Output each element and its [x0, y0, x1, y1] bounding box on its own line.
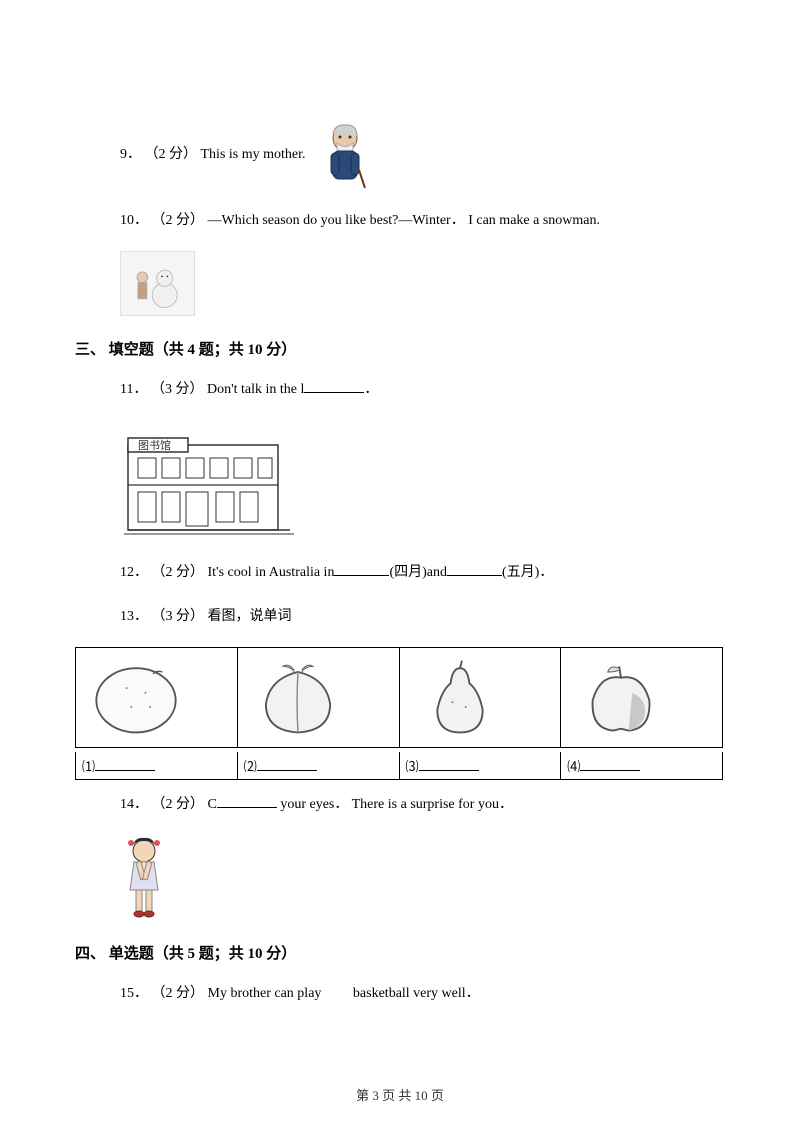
fruit-answer-row: ⑴ ⑵ ⑶ ⑷ — [75, 752, 723, 781]
fruit-table — [75, 647, 723, 748]
q10-text: —Which season do you like best?—Winter． … — [208, 213, 601, 228]
q12-blank-1[interactable] — [334, 562, 389, 576]
q12-mid2: (五月)． — [502, 565, 553, 580]
fruit-cell-apple — [561, 647, 723, 747]
fruit-ans-3[interactable]: ⑶ — [399, 752, 561, 780]
q12-mid1: (四月)and — [389, 565, 447, 580]
q12-num: 12． — [120, 565, 148, 580]
q10-points: （2 分） — [152, 213, 205, 228]
q14-pre: C — [208, 797, 217, 812]
section-4-heading: 四、 单选题（共 5 题；共 10 分） — [75, 942, 725, 963]
q10-num: 10． — [120, 213, 148, 228]
q11-num: 11． — [120, 382, 147, 397]
q14-post: your eyes． There is a surprise for you． — [277, 797, 513, 812]
q15-num: 15． — [120, 986, 148, 1001]
question-15: 15． （2 分） My brother can play basketball… — [75, 981, 725, 1006]
fruit-ans-2[interactable]: ⑵ — [237, 752, 399, 780]
q15-post: basketball very well． — [353, 986, 480, 1001]
fruit-cell-peach — [237, 647, 399, 747]
q11-post: ． — [364, 382, 378, 397]
q9-points: （2 分） — [145, 147, 198, 162]
q12-pre: It's cool in Australia in — [208, 565, 335, 580]
q11-pre: Don't talk in the l — [207, 382, 304, 397]
q12-points: （2 分） — [152, 565, 205, 580]
q14-blank[interactable] — [217, 794, 277, 808]
fruit-ans-4[interactable]: ⑷ — [561, 752, 723, 780]
q11-blank[interactable] — [304, 379, 364, 393]
question-10: 10． （2 分） —Which season do you like best… — [75, 208, 725, 233]
snowman-image — [120, 251, 195, 316]
fruit-cell-orange — [76, 647, 238, 747]
page-footer: 第 3 页 共 10 页 — [0, 1085, 800, 1104]
svg-text:图书馆: 图书馆 — [138, 438, 171, 452]
q9-text: This is my mother. — [201, 147, 306, 162]
question-9: 9． （2 分） This is my mother. — [75, 120, 725, 190]
q13-text: 看图，说单词 — [208, 609, 292, 624]
girl-image — [120, 835, 168, 920]
question-14: 14． （2 分） C your eyes． There is a surpri… — [75, 792, 725, 817]
grandfather-image — [315, 120, 375, 190]
q14-num: 14． — [120, 797, 148, 812]
library-image: 图书馆 — [120, 420, 295, 540]
q11-points: （3 分） — [151, 382, 204, 397]
question-11: 11． （3 分） Don't talk in the l ． — [75, 377, 725, 402]
q14-points: （2 分） — [152, 797, 205, 812]
q15-gap[interactable] — [325, 986, 353, 1001]
question-13: 13． （3 分） 看图，说单词 — [75, 604, 725, 629]
q13-points: （3 分） — [152, 609, 205, 624]
fruit-ans-1[interactable]: ⑴ — [76, 752, 238, 780]
fruit-cell-pear — [399, 647, 561, 747]
q15-pre: My brother can play — [208, 986, 325, 1001]
section-3-heading: 三、 填空题（共 4 题；共 10 分） — [75, 338, 725, 359]
question-12: 12． （2 分） It's cool in Australia in (四月)a… — [75, 560, 725, 585]
q9-num: 9． — [120, 147, 141, 162]
q13-num: 13． — [120, 609, 148, 624]
q15-points: （2 分） — [152, 986, 205, 1001]
q12-blank-2[interactable] — [447, 562, 502, 576]
